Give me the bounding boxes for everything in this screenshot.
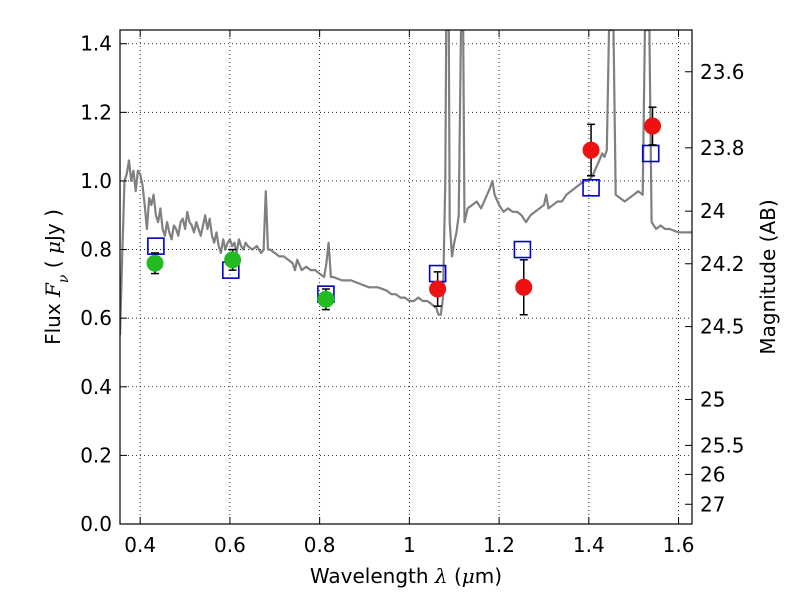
x-tick-label: 1.4 [573,533,605,557]
x-tick-label: 1.6 [663,533,695,557]
x-tick-label: 1 [403,533,416,557]
y2-tick-label: 23.8 [700,136,745,160]
y2-tick-label: 24.5 [700,315,745,339]
y-tick-label: 0.8 [80,238,112,262]
axis-ticks: 0.4 0.6 0.8 1 1.2 1.4 1.6 0.0 0.2 0.4 0.6 0.8 1.0 1.2… [80,30,745,557]
grid-lines [120,30,692,525]
photometry-series [146,106,662,316]
model-square-marker [582,179,600,197]
y2-tick-label: 24 [700,199,725,223]
y-tick-label: 1.4 [80,32,112,56]
photometry-marker [146,254,164,272]
photometry-marker [644,117,662,135]
photometry-marker [582,141,600,159]
photometry-marker [224,251,242,269]
x-axis-label: Wavelength λ (μm) [310,564,502,588]
y2-tick-label: 25 [700,387,725,411]
y-axis-label: Flux Fν ( μJy ) [41,209,72,345]
y-tick-label: 1.0 [80,169,112,193]
y2-tick-label: 24.2 [700,252,745,276]
model-square-marker [147,237,165,255]
photometry-marker [317,290,335,308]
x-tick-label: 0.6 [214,533,246,557]
y2-tick-label: 25.5 [700,433,745,457]
photometry-marker [515,278,533,296]
y-tick-label: 0.0 [80,512,112,536]
y2-tick-label: 23.6 [700,60,745,84]
model-square-marker [513,240,532,259]
y-tick-label: 0.4 [80,375,112,399]
y2-tick-label: 27 [700,492,725,516]
x-tick-label: 1.2 [483,533,515,557]
y-tick-label: 0.2 [80,443,112,467]
y2-tick-label: 26 [700,462,725,486]
spectrum-line [120,30,692,336]
x-tick-label: 0.8 [304,533,336,557]
y-tick-label: 0.6 [80,306,112,330]
photometry-marker [429,280,447,298]
spectrum-series [120,30,692,336]
x-tick-label: 0.4 [124,533,156,557]
right-y-axis-label: Magnitude (AB) [756,199,780,354]
y-tick-label: 1.2 [80,100,112,124]
plot-frame [119,29,693,525]
